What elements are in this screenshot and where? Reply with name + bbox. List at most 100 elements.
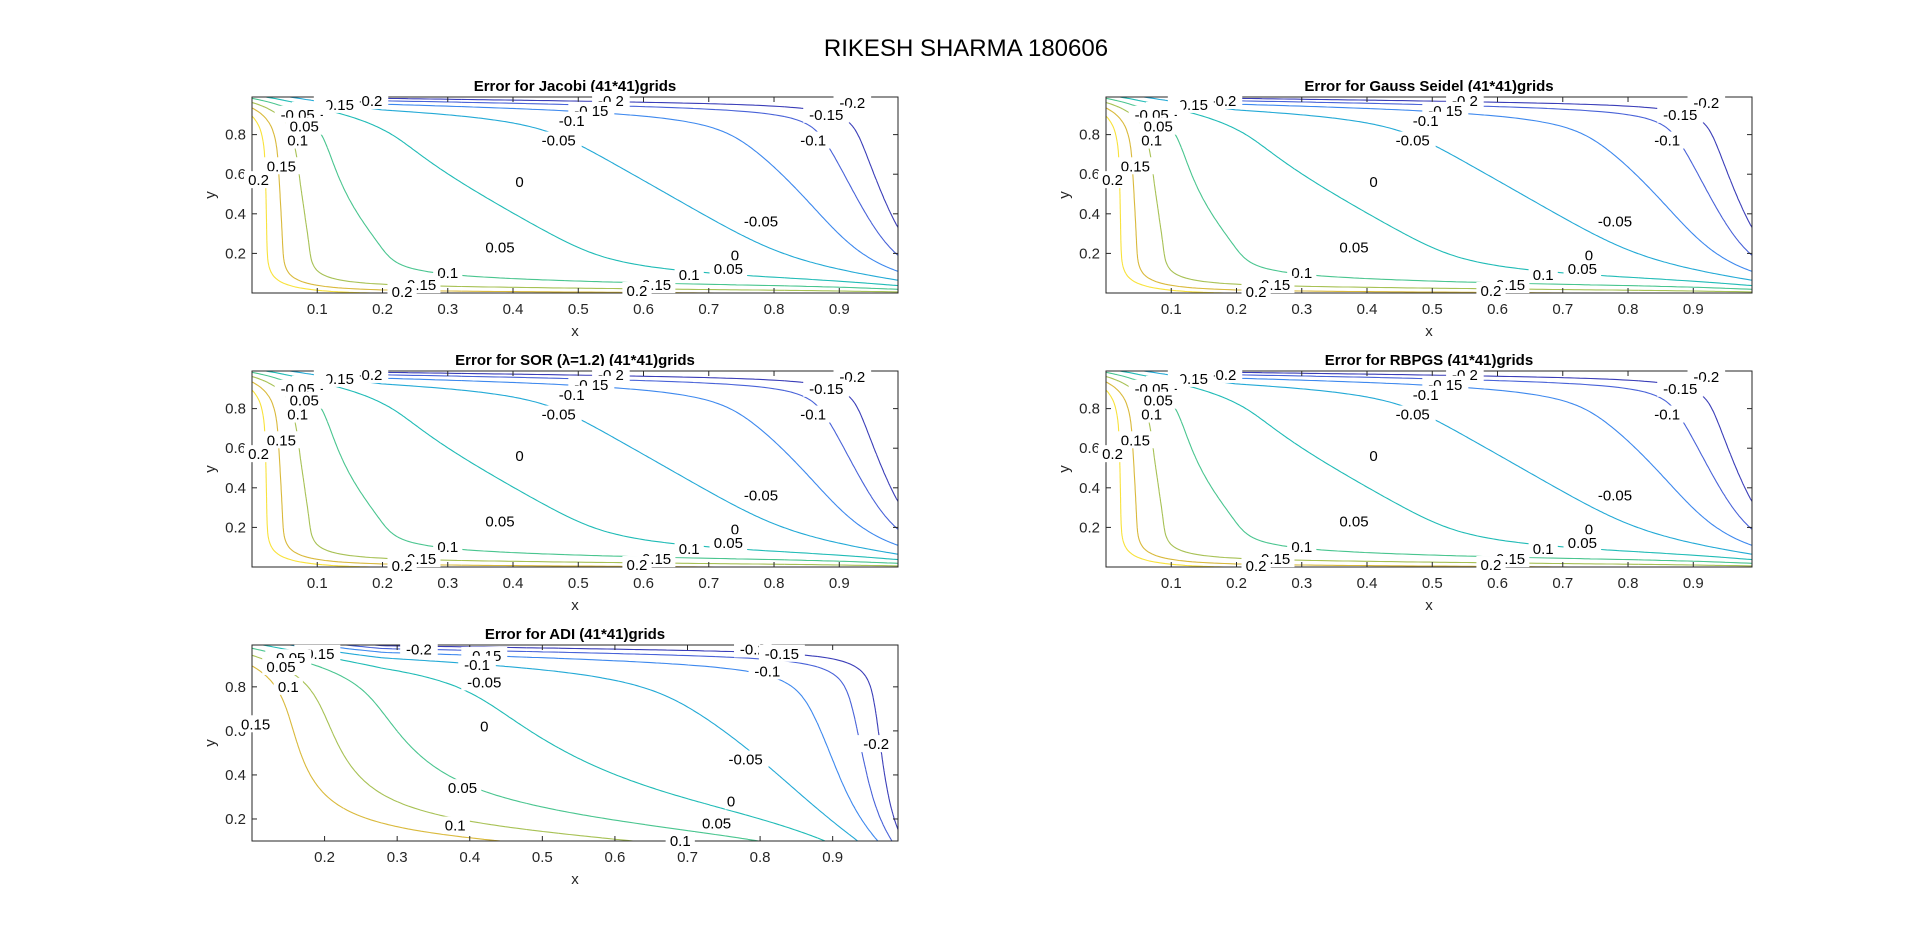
contour-label: 0.05 [448,780,477,797]
x-tick-label: 0.5 [1422,301,1443,318]
contour-label: 0.05 [485,513,514,530]
x-tick-label: 0.1 [1161,301,1182,318]
contour-label-bg [737,212,784,230]
x-tick-label: 0.4 [1357,575,1378,592]
contour-label-bg [535,131,582,149]
contour-label: -0.1 [559,113,585,130]
x-tick-label: 0.7 [1552,301,1573,318]
x-tick-label: 0.2 [1226,575,1247,592]
contour-label: -0.05 [1598,214,1632,231]
contour-label-bg [283,405,313,423]
contour-label: 0.15 [267,432,296,449]
y-axis-label: y [202,465,219,473]
contour-label: 0 [731,247,739,264]
contour-label-bg [1582,520,1596,538]
contour-label-bg [433,264,463,282]
contour-label-bg [1116,431,1155,449]
contour-label-bg [758,644,805,662]
contour-label: 0 [480,718,488,735]
y-axis-label: y [1056,465,1073,473]
contour-label: 0.2 [392,558,413,575]
y-tick-label: 0.6 [225,166,246,183]
contour-label-bg [285,391,324,409]
contour-label: -0.1 [1654,133,1680,150]
contour-label: -0.05 [744,488,778,505]
contour-label-bg [1591,212,1638,230]
panels-layer: 0.1 0.2 0.3 0.4 0.5 0.6 0.7 0.8 0.90.20.40.60.8x… [202,78,1753,888]
contour-label: -0.1 [559,387,585,404]
x-tick-label: 0.4 [1357,301,1378,318]
x-axis-label: x [571,597,579,614]
contour-line [265,97,898,287]
contour-label-bg [1139,391,1178,409]
contour-label-bg [262,658,300,676]
plot-area [1106,97,1752,293]
contour-label: 0.1 [445,818,466,835]
contour-label-bg [1563,260,1602,278]
contour-label: 0.2 [627,557,648,574]
contour-label-bg [803,379,850,397]
contour-label-bg [236,715,275,733]
figure-title: RIKESH SHARMA 180606 [824,35,1108,62]
plot-area [252,97,898,293]
contour-label-bg [794,405,832,423]
contour-panel: 0.1 0.2 0.3 0.4 0.5 0.6 0.7 0.8 0.90.20.40.60.8x… [1056,78,1753,340]
contour-label-bg [513,447,526,465]
contour-label-bg [1591,486,1638,504]
contour-label: -0.2 [357,93,383,110]
x-tick-label: 0.9 [829,301,850,318]
x-tick-label: 0.2 [372,575,393,592]
contour-label-bg [1335,512,1373,530]
contour-label-bg [285,117,324,135]
y-tick-label: 0.8 [225,127,246,144]
contour-label-bg [1389,405,1436,423]
contour-label-bg [461,673,508,691]
contour-label-bg [535,405,582,423]
y-tick-label: 0.2 [1079,519,1100,536]
contour-label: 0.2 [1246,284,1267,301]
contour-label: -0.15 [1663,107,1697,124]
contour-label-bg [243,445,274,463]
contour-label: 0.1 [1291,265,1312,282]
contour-label: 0 [1585,521,1593,538]
contour-label-bg [622,556,652,574]
x-tick-label: 0.9 [822,849,843,866]
axes-box [251,96,899,294]
contour-label: -0.05 [467,674,501,691]
x-tick-label: 0.7 [1552,575,1573,592]
contour-label: 0.2 [1102,172,1123,189]
contour-label: 0.1 [278,679,299,696]
plot-area [252,371,898,567]
y-tick-label: 0.6 [1079,166,1100,183]
contour-label-bg [1287,538,1317,556]
x-axis-label: x [571,323,579,340]
contour-label: -0.1 [800,407,826,424]
contour-label-bg [1116,157,1155,175]
x-tick-label: 0.8 [764,575,785,592]
x-axis-label: x [1425,323,1433,340]
contour-label: -0.05 [1396,407,1430,424]
contour-label-bg [728,520,742,538]
contour-label-bg [857,735,896,753]
x-tick-label: 0.4 [503,575,524,592]
contour-label-bg [273,677,303,695]
contour-label: 0.05 [702,815,731,832]
contour-label-bg [803,105,850,123]
contour-label: 0.15 [267,158,296,175]
axes-box [251,370,899,568]
contour-label-bg [1657,105,1704,123]
contour-label: -0.05 [744,214,778,231]
contour-label: 0.1 [1141,407,1162,424]
contour-label: 0 [515,174,523,191]
x-tick-label: 0.9 [1683,575,1704,592]
contour-line [1119,371,1752,561]
contour-label-bg [440,816,470,834]
contour-label-bg [665,832,695,849]
x-tick-label: 0.7 [698,301,719,318]
contour-label: 0 [731,521,739,538]
x-axis-label: x [1425,597,1433,614]
contour-line [262,645,826,841]
contour-panel: 0.1 0.2 0.3 0.4 0.5 0.6 0.7 0.8 0.90.20.40.60.8x… [1056,352,1753,614]
contour-label: 0.1 [1533,541,1554,558]
contour-label: -0.2 [1211,367,1237,384]
